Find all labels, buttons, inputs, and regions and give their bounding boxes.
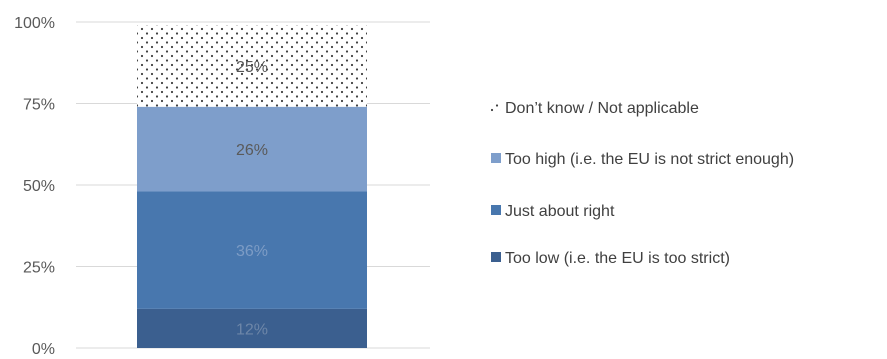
legend-item-3: Don’t know / Not applicable [491,100,699,117]
bar-segment-3 [137,25,367,107]
legend: Don’t know / Not applicable Too high (i.e… [491,100,794,267]
legend-item-1: Just about right [491,203,615,220]
legend-item-2: Too high (i.e. the EU is not strict enou… [491,151,794,168]
legend-label-2: Too high (i.e. the EU is not strict enou… [505,151,794,168]
legend-item-0: Too low (i.e. the EU is too strict) [491,250,730,267]
bar-segment-1 [137,191,367,309]
data-labels: 12% 36% 26% 25% [236,59,268,338]
data-label-1: 36% [236,243,268,260]
y-axis: 0% 25% 50% 75% 100% [14,15,55,358]
legend-swatch-3 [491,102,501,112]
legend-label-0: Too low (i.e. the EU is too strict) [505,250,730,267]
legend-label-3: Don’t know / Not applicable [505,100,699,117]
data-label-3: 25% [236,59,268,76]
bar-segment-2 [137,106,367,192]
legend-swatch-1 [491,205,501,215]
data-label-2: 26% [236,142,268,159]
legend-swatch-2 [491,153,501,163]
legend-swatch-0 [491,252,501,262]
y-tick-label-0: 0% [32,341,55,354]
y-tick-label-25: 25% [23,260,55,277]
y-tick-label-50: 50% [23,178,55,195]
y-tick-label-75: 75% [23,97,55,114]
data-label-0: 12% [236,321,268,338]
legend-label-1: Just about right [505,203,615,220]
bar-segment-0 [137,308,367,348]
y-tick-label-100: 100% [14,15,55,32]
bar-stack [137,25,367,348]
